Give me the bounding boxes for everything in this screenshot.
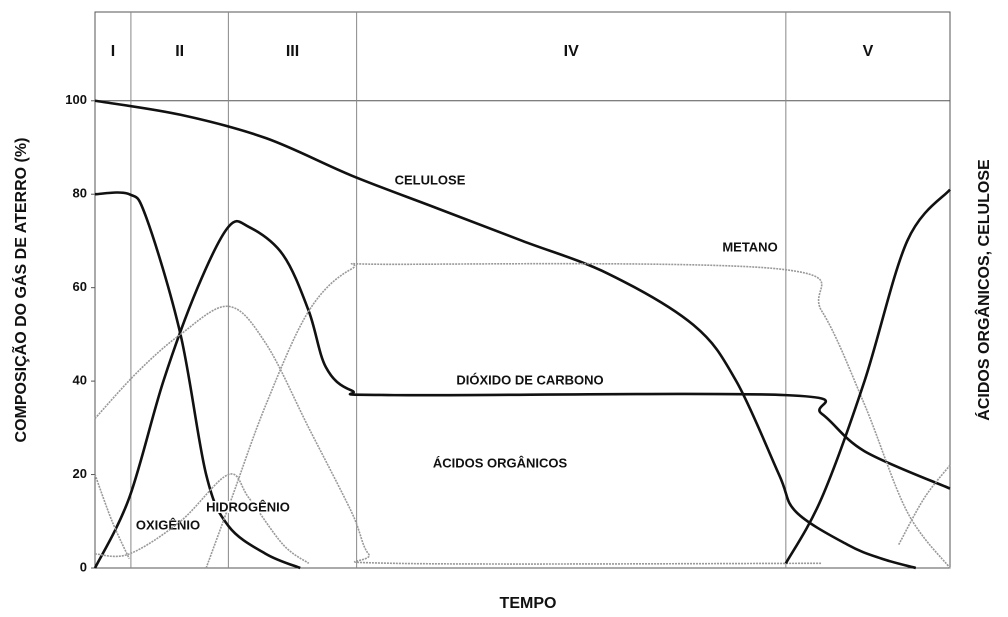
y-tick-label: 20 (73, 466, 87, 481)
series-label: OXIGÊNIO (136, 517, 200, 532)
series-line (93, 219, 951, 569)
y2-axis-label: ÁCIDOS ORGÂNICOS, CELULOSE (974, 159, 993, 421)
phase-label: II (175, 43, 184, 60)
series-line (94, 99, 917, 570)
series-label: HIDROGÊNIO (206, 499, 290, 514)
series-label: ÁCIDOS ORGÂNICOS (433, 455, 568, 470)
phase-label: I (111, 43, 115, 60)
x-axis-label: TEMPO (500, 595, 557, 612)
series-line (897, 464, 951, 546)
phase-label: III (286, 43, 299, 60)
phase-label: IV (564, 43, 579, 60)
series-label: DIÓXIDO DE CARBONO (456, 372, 603, 387)
series-label: CELULOSE (395, 172, 466, 187)
y-tick-label: 40 (73, 373, 87, 388)
series-line (94, 191, 301, 570)
series-line (784, 188, 951, 564)
y-tick-label: 100 (65, 92, 87, 107)
y-tick-label: 0 (80, 559, 87, 574)
y-axis-label: COMPOSIÇÃO DO GÁS DE ATERRO (%) (10, 138, 30, 443)
series-line (94, 473, 310, 564)
phase-label: V (863, 43, 874, 60)
series-line (94, 474, 130, 559)
y-tick-label: 80 (73, 186, 87, 201)
series-label: METANO (722, 239, 777, 254)
series-line (94, 305, 822, 565)
plot-frame (94, 11, 951, 569)
y-tick-label: 60 (73, 279, 87, 294)
series-line (205, 262, 951, 569)
